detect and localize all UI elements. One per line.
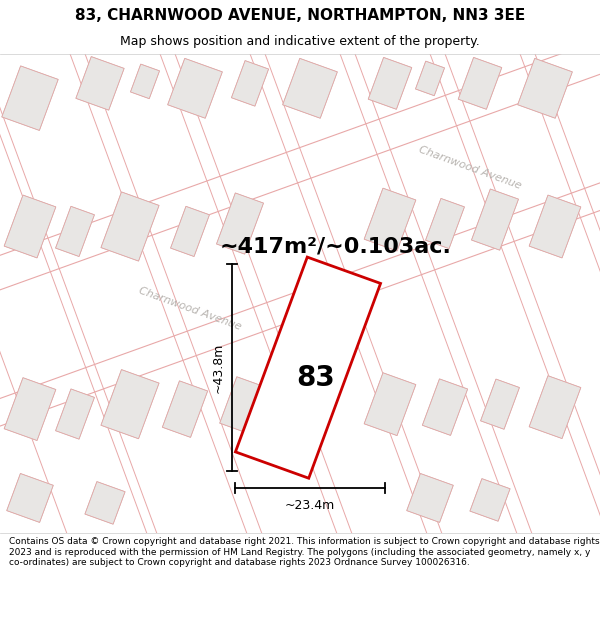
Polygon shape: [163, 381, 208, 438]
Polygon shape: [283, 58, 337, 118]
Polygon shape: [85, 482, 125, 524]
Polygon shape: [56, 389, 94, 439]
Polygon shape: [529, 195, 581, 258]
Polygon shape: [364, 188, 416, 251]
Polygon shape: [518, 58, 572, 118]
Text: 83: 83: [296, 364, 335, 391]
Text: Charnwood Avenue: Charnwood Avenue: [418, 144, 523, 191]
Text: 83, CHARNWOOD AVENUE, NORTHAMPTON, NN3 3EE: 83, CHARNWOOD AVENUE, NORTHAMPTON, NN3 3…: [75, 8, 525, 22]
Polygon shape: [56, 206, 94, 256]
Text: Contains OS data © Crown copyright and database right 2021. This information is : Contains OS data © Crown copyright and d…: [9, 537, 599, 567]
Polygon shape: [232, 61, 269, 106]
Text: Map shows position and indicative extent of the property.: Map shows position and indicative extent…: [120, 36, 480, 48]
Polygon shape: [167, 58, 223, 118]
Text: Charnwood Avenue: Charnwood Avenue: [137, 285, 242, 332]
Polygon shape: [101, 192, 159, 261]
Text: ~43.8m: ~43.8m: [212, 342, 224, 393]
Polygon shape: [470, 479, 510, 521]
Polygon shape: [4, 195, 56, 258]
Polygon shape: [7, 474, 53, 522]
Polygon shape: [481, 379, 520, 429]
Polygon shape: [364, 372, 416, 436]
Polygon shape: [101, 369, 159, 439]
Text: ~417m²/~0.103ac.: ~417m²/~0.103ac.: [220, 236, 452, 256]
Polygon shape: [130, 64, 160, 99]
Polygon shape: [220, 377, 260, 432]
Polygon shape: [170, 206, 209, 256]
Polygon shape: [407, 474, 453, 522]
Polygon shape: [4, 378, 56, 441]
Polygon shape: [425, 199, 464, 249]
Polygon shape: [422, 379, 467, 436]
Polygon shape: [2, 66, 58, 131]
Polygon shape: [76, 57, 124, 110]
Polygon shape: [235, 257, 380, 478]
Polygon shape: [529, 376, 581, 439]
Polygon shape: [415, 61, 445, 96]
Polygon shape: [368, 58, 412, 109]
Polygon shape: [217, 193, 263, 254]
Polygon shape: [472, 189, 518, 250]
Polygon shape: [458, 58, 502, 109]
Text: ~23.4m: ~23.4m: [285, 499, 335, 512]
